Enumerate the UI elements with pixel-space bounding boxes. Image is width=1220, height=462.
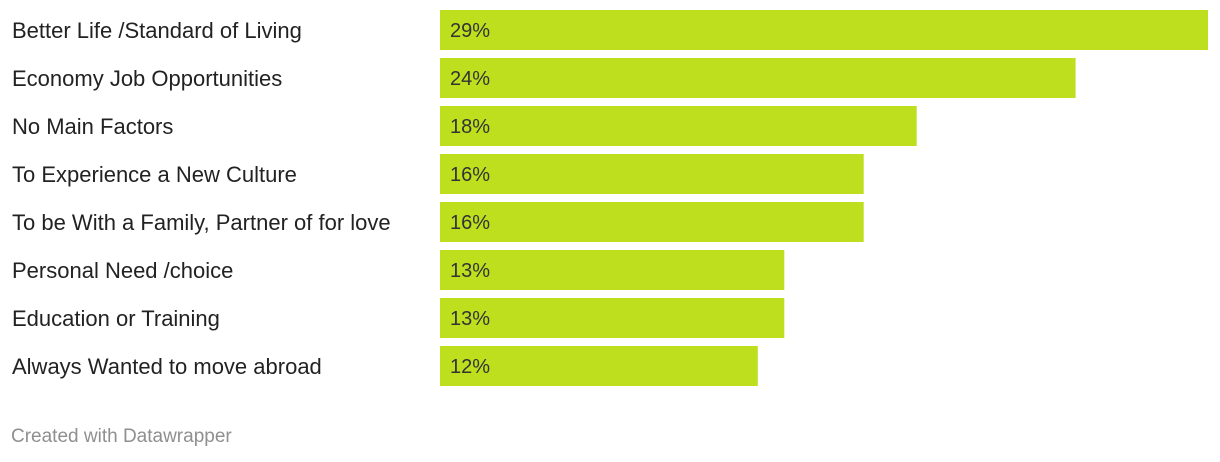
category-label: Always Wanted to move abroad bbox=[12, 354, 322, 379]
bar bbox=[440, 106, 917, 146]
category-label: Better Life /Standard of Living bbox=[12, 18, 302, 43]
value-label: 13% bbox=[450, 308, 490, 330]
bar bbox=[440, 58, 1076, 98]
category-label: To Experience a New Culture bbox=[12, 162, 297, 187]
value-label: 16% bbox=[450, 212, 490, 234]
category-label: Education or Training bbox=[12, 306, 220, 331]
value-label: 29% bbox=[450, 20, 490, 42]
value-label: 13% bbox=[450, 260, 490, 282]
bar bbox=[440, 250, 785, 290]
category-label: No Main Factors bbox=[12, 114, 173, 139]
bar bbox=[440, 346, 758, 386]
value-label: 16% bbox=[450, 164, 490, 186]
credit-text[interactable]: Created with Datawrapper bbox=[11, 426, 232, 447]
bar bbox=[440, 298, 785, 338]
value-label: 12% bbox=[450, 356, 490, 378]
value-label: 24% bbox=[450, 68, 490, 90]
bar bbox=[440, 10, 1208, 50]
bar bbox=[440, 202, 864, 242]
value-label: 18% bbox=[450, 116, 490, 138]
category-label: Personal Need /choice bbox=[12, 258, 233, 283]
bar bbox=[440, 154, 864, 194]
category-label: To be With a Family, Partner of for love bbox=[12, 210, 391, 235]
category-label: Economy Job Opportunities bbox=[12, 66, 282, 91]
